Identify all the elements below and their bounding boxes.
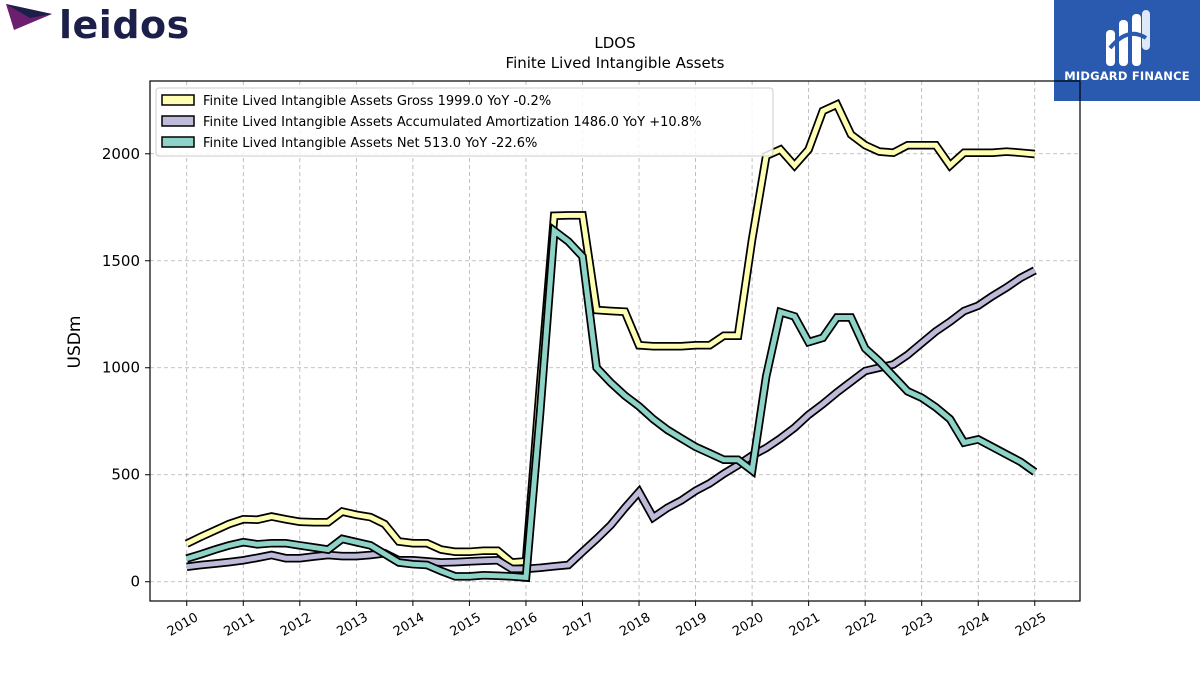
x-tick-label: 2020 xyxy=(730,610,766,640)
leidos-wordmark: leidos xyxy=(59,3,190,47)
midgard-mg-logo-icon xyxy=(1106,10,1150,66)
legend-label: Finite Lived Intangible Assets Accumulat… xyxy=(203,115,701,130)
y-tick-label: 1500 xyxy=(102,252,140,270)
y-axis-label: USDm xyxy=(65,316,85,369)
x-tick-label: 2021 xyxy=(787,610,823,640)
y-tick-label: 1000 xyxy=(102,359,140,377)
x-tick-label: 2018 xyxy=(617,610,653,640)
series-1-line xyxy=(186,268,1036,572)
x-tick-label: 2014 xyxy=(391,610,427,640)
legend-box xyxy=(155,87,774,157)
leidos-logo: leidos xyxy=(6,4,189,50)
series-layer xyxy=(184,98,1038,583)
x-tick-label: 2024 xyxy=(956,610,992,640)
x-tick-label: 2022 xyxy=(843,610,879,640)
x-tick-label: 2025 xyxy=(1013,610,1049,640)
y-tick-label: 500 xyxy=(111,466,140,484)
x-tick-label: 2023 xyxy=(900,610,936,640)
x-tick-label: 2012 xyxy=(278,610,314,640)
chart-subtitle: Finite Lived Intangible Assets xyxy=(506,54,725,72)
legend-label: Finite Lived Intangible Assets Gross 199… xyxy=(203,94,551,109)
y-tick-label: 2000 xyxy=(102,145,140,163)
legend-swatch xyxy=(161,115,195,127)
series-2-line xyxy=(185,226,1037,581)
x-tick-label: 2013 xyxy=(335,610,371,640)
x-tick-label: 2019 xyxy=(674,610,710,640)
leidos-arrow-logo-icon xyxy=(6,4,52,30)
legend-swatch xyxy=(161,136,195,148)
x-tick-label: 2010 xyxy=(165,610,201,640)
x-tick-label: 2016 xyxy=(504,610,540,640)
x-tick-label: 2011 xyxy=(221,610,257,640)
legend-swatch xyxy=(161,94,195,106)
plot-frame xyxy=(149,80,1081,602)
series-0-line xyxy=(185,101,1036,566)
series-0-outline xyxy=(184,98,1036,567)
grid-lines xyxy=(150,81,1080,601)
legend: Finite Lived Intangible Assets Gross 199… xyxy=(155,87,774,157)
x-tick-label: 2015 xyxy=(448,610,484,640)
midgard-wordmark: MIDGARD FINANCE xyxy=(1064,69,1190,83)
midgard-finance-logo: MIDGARD FINANCE xyxy=(1054,0,1200,101)
y-tick-label: 0 xyxy=(130,573,140,591)
chart-title: LDOS xyxy=(594,34,635,52)
legend-label: Finite Lived Intangible Assets Net 513.0… xyxy=(203,136,537,151)
x-tick-label: 2017 xyxy=(561,610,597,640)
